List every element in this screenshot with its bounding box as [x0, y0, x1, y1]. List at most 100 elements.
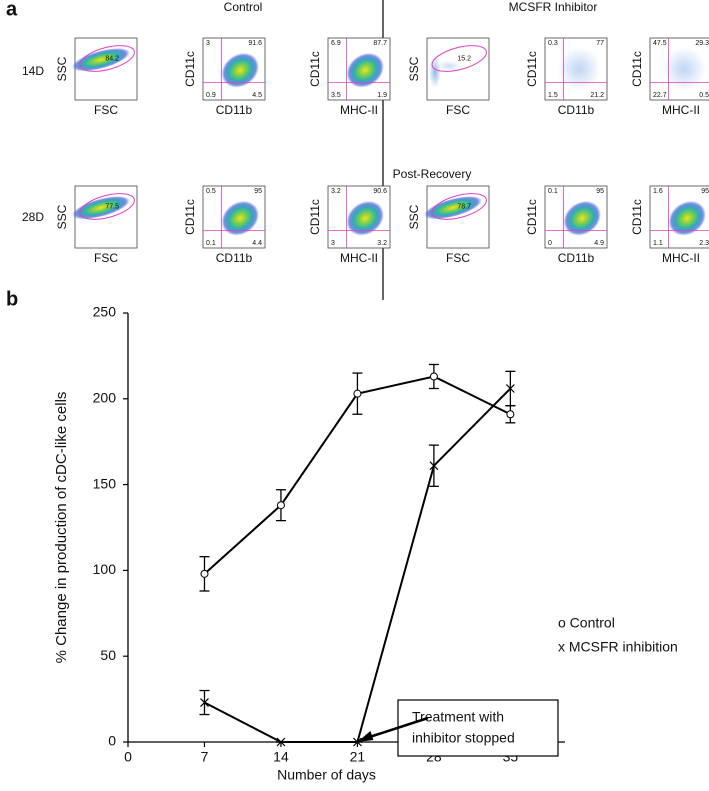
annotation-text: Treatment with [412, 709, 504, 725]
point [505, 384, 515, 393]
quadrant-value: 4.9 [594, 240, 604, 247]
quadrant-value: 22.7 [653, 92, 667, 99]
y-axis-label: CD11c [525, 199, 539, 235]
x-tick-label: 14 [273, 749, 289, 765]
cell-density [71, 48, 131, 72]
point [429, 372, 438, 381]
series-line [204, 387, 512, 743]
y-axis-label: CD11c [183, 51, 197, 87]
column-header: Post-Recovery [393, 167, 472, 181]
quadrant-value: 0.9 [206, 92, 216, 99]
gate-value: 84.2 [105, 55, 119, 62]
quadrant-value: 1.9 [377, 92, 387, 99]
y-axis-label: SSC [407, 204, 421, 229]
x-axis-label: FSC [94, 251, 118, 265]
quadrant-value: 91.6 [248, 40, 262, 47]
gate [79, 193, 135, 220]
column-header: MCSFR Inhibitor [509, 0, 598, 14]
cell-density [71, 196, 131, 220]
x-axis-label: FSC [446, 103, 470, 117]
x-axis-title: Number of days [277, 767, 376, 783]
cell-density [662, 47, 707, 91]
y-axis-label: CD11c [308, 199, 322, 235]
cell-density [668, 200, 706, 236]
quadrant-value: 3.5 [331, 92, 341, 99]
quadrant-value: 2.3 [699, 240, 709, 247]
cell-density [437, 60, 461, 71]
gate-value: 78.7 [457, 203, 471, 210]
cell-density [346, 52, 384, 88]
quadrant-value: 90.6 [373, 188, 387, 195]
quadrant-value: 6.9 [331, 40, 341, 47]
quadrant-value: 0.1 [206, 240, 216, 247]
annotation-arrow [363, 716, 429, 741]
point [200, 698, 209, 707]
x-axis-label: MHC-II [340, 103, 378, 117]
quadrant-value: 0.1 [548, 188, 558, 195]
y-axis-label: SSC [55, 204, 69, 229]
gate-value: 15.2 [457, 55, 471, 62]
quadrant-value: 77 [596, 40, 604, 47]
quadrant-value: 21.2 [590, 92, 604, 99]
y-tick-label: 200 [93, 390, 117, 406]
quadrant-value: 95 [596, 188, 604, 195]
gate [79, 45, 135, 72]
gate-value: 77.5 [105, 203, 119, 210]
arrow-head [357, 731, 374, 742]
quadrant-value: 95 [701, 188, 709, 195]
quadrant-value: 0.5 [206, 188, 216, 195]
y-axis-label: SSC [407, 56, 421, 81]
quadrant-value: 4.5 [252, 92, 262, 99]
cell-density [221, 52, 259, 88]
y-axis-title: % Change in production of cDC-like cells [53, 392, 70, 664]
quadrant-value: 1.1 [653, 240, 663, 247]
point [200, 569, 209, 578]
y-tick-label: 50 [100, 647, 116, 663]
quadrant-value: 3.2 [331, 188, 341, 195]
x-axis-label: CD11b [558, 251, 595, 265]
x-axis-label: MHC-II [662, 103, 700, 117]
x-axis-label: CD11b [558, 103, 595, 117]
panel-label: a [6, 0, 18, 20]
x-axis-label: MHC-II [662, 251, 700, 265]
cell-density [429, 56, 441, 89]
x-axis-label: FSC [446, 251, 470, 265]
point [276, 737, 286, 747]
cell-density [423, 196, 483, 220]
x-axis-label: CD11b [216, 251, 253, 265]
row-label: 28D [22, 210, 44, 224]
gate [431, 193, 487, 220]
x-axis-label: MHC-II [340, 251, 378, 265]
quadrant-value: 4.4 [252, 240, 262, 247]
legend-entry: o Control [558, 615, 615, 631]
y-axis-label: CD11c [630, 51, 644, 87]
y-tick-label: 150 [93, 475, 117, 491]
y-axis-label: CD11c [525, 51, 539, 87]
x-tick-label: 21 [350, 749, 366, 765]
y-tick-label: 250 [93, 304, 117, 320]
gate [431, 45, 487, 72]
x-axis-label: CD11b [216, 103, 253, 117]
quadrant-value: 29.3 [695, 40, 709, 47]
panel-label: b [6, 288, 18, 310]
point [506, 410, 515, 419]
column-header: Control [224, 0, 263, 14]
y-axis-label: SSC [55, 56, 69, 81]
quadrant-value: 47.5 [653, 40, 667, 47]
quadrant-value: 0 [548, 240, 552, 247]
quadrant-value: 87.7 [373, 40, 387, 47]
cell-density [221, 200, 259, 236]
point [429, 461, 439, 471]
cell-density [346, 200, 384, 236]
row-label: 14D [22, 64, 44, 78]
quadrant-value: 3 [331, 240, 335, 247]
quadrant-value: 95 [254, 188, 262, 195]
x-tick-label: 7 [201, 749, 209, 765]
legend-entry: x MCSFR inhibition [558, 639, 678, 655]
quadrant-value: 3.2 [377, 240, 387, 247]
cell-density [557, 47, 602, 91]
annotation-text: inhibitor stopped [412, 730, 515, 746]
y-axis-label: CD11c [308, 51, 322, 87]
quadrant-value: 0.5 [699, 92, 709, 99]
